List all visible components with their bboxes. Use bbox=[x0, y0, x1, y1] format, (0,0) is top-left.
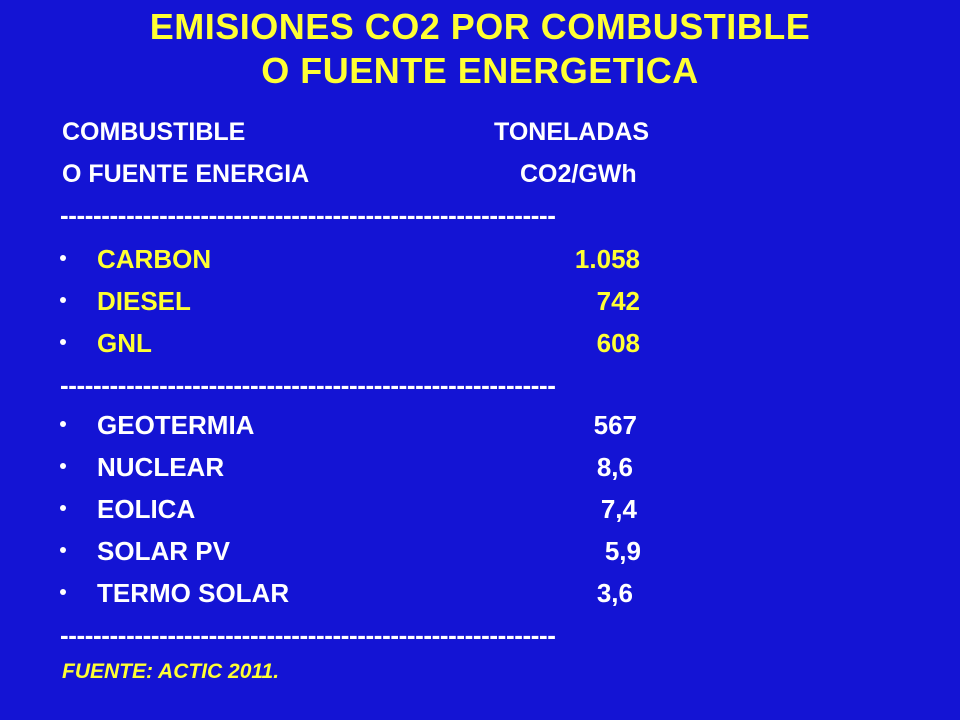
fuel-name: CARBON bbox=[97, 244, 212, 274]
header-col1-line1: COMBUSTIBLE bbox=[62, 118, 246, 146]
bullet-icon bbox=[60, 297, 66, 303]
header-col1-line2: O FUENTE ENERGIA bbox=[62, 160, 310, 188]
title-line-1: EMISIONES CO2 POR COMBUSTIBLE bbox=[149, 6, 811, 47]
source-name: TERMO SOLAR bbox=[97, 578, 290, 608]
source-name: GEOTERMIA bbox=[97, 410, 255, 440]
fuel-name: GNL bbox=[97, 328, 152, 358]
fuel-value: 1.058 bbox=[574, 244, 640, 274]
source-value: 567 bbox=[593, 410, 637, 440]
bullet-icon bbox=[60, 589, 66, 595]
separator-3: ----------------------------------------… bbox=[60, 620, 556, 650]
header-col2-line1: TONELADAS bbox=[494, 118, 650, 146]
bullet-icon bbox=[60, 547, 66, 553]
separator-2: ----------------------------------------… bbox=[60, 370, 556, 400]
source-name: NUCLEAR bbox=[97, 452, 225, 482]
source-name: SOLAR PV bbox=[97, 536, 230, 566]
fuel-name: DIESEL bbox=[97, 286, 191, 316]
source-value: 7,4 bbox=[600, 494, 637, 524]
header-row-1: COMBUSTIBLE TONELADAS bbox=[62, 118, 649, 147]
bullet-icon bbox=[60, 421, 66, 427]
source-value: 3,6 bbox=[596, 578, 633, 608]
bullet-icon bbox=[60, 255, 66, 261]
source-name: EOLICA bbox=[97, 494, 196, 524]
header-row-2: O FUENTE ENERGIA CO2/GWh bbox=[62, 160, 637, 189]
header-col2-line2: CO2/GWh bbox=[520, 160, 637, 188]
source-citation: FUENTE: ACTIC 2011. bbox=[62, 660, 280, 683]
bullet-icon bbox=[60, 505, 66, 511]
source-value: 8,6 bbox=[596, 452, 633, 482]
title-line-2: O FUENTE ENERGETICA bbox=[261, 50, 699, 91]
separator-1: ----------------------------------------… bbox=[60, 200, 556, 230]
fuel-value: 608 bbox=[596, 328, 640, 358]
fuel-value: 742 bbox=[596, 286, 640, 316]
bullet-icon bbox=[60, 339, 66, 345]
bullet-icon bbox=[60, 463, 66, 469]
source-value: 5,9 bbox=[604, 536, 641, 566]
